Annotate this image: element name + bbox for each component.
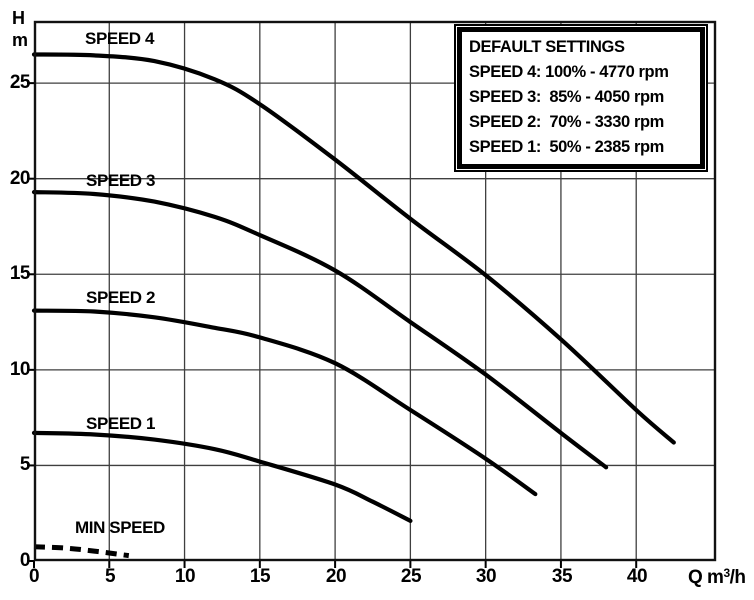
x-tick-30: 30 <box>475 566 497 587</box>
legend-inner-border: DEFAULT SETTINGS SPEED 4: 100% - 4770 rp… <box>457 27 705 169</box>
speed-2-curve <box>31 308 538 497</box>
legend-title: DEFAULT SETTINGS <box>469 38 625 56</box>
curve-label-min-speed: MIN SPEED <box>75 518 165 537</box>
curve-label-speed3: SPEED 3 <box>86 171 156 190</box>
x-axis-unit-suffix: /h <box>729 567 746 588</box>
y-tick-0: 0 <box>19 550 31 571</box>
legend-line-speed2: SPEED 2: 70% - 3330 rpm <box>469 113 664 131</box>
curve-label-speed1: SPEED 1 <box>86 414 156 433</box>
speed-4-curve <box>31 52 676 445</box>
plot-frame <box>33 20 717 562</box>
x-tick-15: 15 <box>249 566 271 587</box>
x-tick-5: 5 <box>104 566 116 587</box>
x-tick-10: 10 <box>174 566 196 587</box>
curve-label-speed2: SPEED 2 <box>86 288 156 307</box>
x-tick-0: 0 <box>28 566 40 587</box>
legend-line-speed1: SPEED 1: 50% - 2385 rpm <box>469 138 664 156</box>
y-tick-25: 25 <box>9 72 31 93</box>
x-tick-25: 25 <box>400 566 422 587</box>
x-tick-20: 20 <box>325 566 347 587</box>
curves <box>31 52 676 559</box>
y-tick-5: 5 <box>19 454 31 475</box>
y-tick-10: 10 <box>9 359 31 380</box>
speed-1-curve <box>31 430 413 523</box>
y-tick-15: 15 <box>9 263 31 284</box>
speed-3-curve <box>31 190 609 470</box>
y-axis-unit-h: H <box>12 8 25 28</box>
curve-label-speed4: SPEED 4 <box>85 29 155 48</box>
x-tick-40: 40 <box>626 566 648 587</box>
legend-line-speed4: SPEED 4: 100% - 4770 rpm <box>469 63 669 81</box>
x-tick-35: 35 <box>551 566 573 587</box>
axis-tick-marks <box>27 82 638 568</box>
x-axis-unit: Q m3/h <box>688 566 746 589</box>
min-speed-curve <box>33 544 130 559</box>
x-axis-unit-q: Q m <box>688 567 724 588</box>
x-axis-unit-sup: 3 <box>723 566 730 580</box>
y-axis-unit-m: m <box>12 30 29 50</box>
legend-line-speed3: SPEED 3: 85% - 4050 rpm <box>469 88 664 106</box>
default-settings-legend: DEFAULT SETTINGS SPEED 4: 100% - 4770 rp… <box>454 24 708 172</box>
y-tick-20: 20 <box>9 168 31 189</box>
